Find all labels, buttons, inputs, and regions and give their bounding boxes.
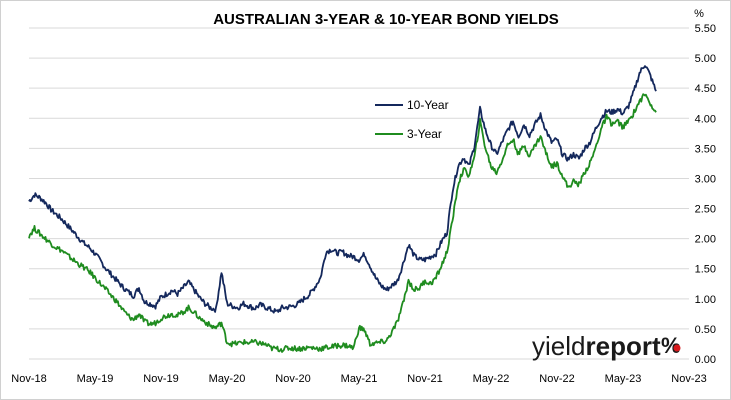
x-axis-ticks: Nov-18 May-19 Nov-19 May-20 Nov-20 May-21 Nov-… <box>11 373 706 385</box>
y-tick-label: 3.00 <box>695 173 716 185</box>
logo-text-light: yield <box>532 331 585 361</box>
legend: 10-Year 3-Year <box>375 98 449 141</box>
series-line-10-year <box>28 65 657 314</box>
x-tick-label: Nov-22 <box>539 373 574 385</box>
x-tick-label: Nov-21 <box>407 373 442 385</box>
y-tick-label: 1.50 <box>695 264 716 276</box>
y-tick-label: 1.00 <box>695 294 716 306</box>
logo-text: yieldreport <box>532 331 661 361</box>
x-tick-label: Nov-18 <box>11 373 46 385</box>
x-tick-label: May-20 <box>209 373 246 385</box>
y-tick-label: 2.00 <box>695 234 716 246</box>
yieldreport-logo: yieldreport % <box>532 331 681 361</box>
x-tick-label: May-22 <box>473 373 510 385</box>
y-axis-ticks: 0.00 0.50 1.00 1.50 2.00 2.50 3.00 3.50 4.00 4.50… <box>695 23 716 366</box>
y-tick-label: 4.00 <box>695 113 716 125</box>
y-tick-label: 0.50 <box>695 324 716 336</box>
gridlines <box>29 27 689 360</box>
y-tick-label: 2.50 <box>695 204 716 216</box>
x-tick-label: Nov-23 <box>671 373 706 385</box>
x-tick-label: Nov-19 <box>143 373 178 385</box>
logo-text-bold: report <box>585 331 660 361</box>
legend-label-3-year: 3-Year <box>407 127 442 141</box>
y-tick-label: 3.50 <box>695 143 716 155</box>
y-tick-label: 5.00 <box>695 53 716 65</box>
y-tick-label: 0.00 <box>695 354 716 366</box>
x-tick-label: May-19 <box>77 373 114 385</box>
y-axis-unit-label: % <box>694 8 704 20</box>
x-tick-label: May-21 <box>341 373 378 385</box>
y-tick-label: 4.50 <box>695 83 716 95</box>
series-line-3-year <box>28 93 657 353</box>
logo-red-dot-icon <box>673 344 681 352</box>
x-tick-label: Nov-20 <box>275 373 310 385</box>
x-tick-label: May-23 <box>605 373 642 385</box>
legend-label-10-year: 10-Year <box>407 98 449 112</box>
y-tick-label: 5.50 <box>695 23 716 35</box>
chart-title: AUSTRALIAN 3-YEAR & 10-YEAR BOND YIELDS <box>213 11 559 28</box>
series-layer <box>28 65 657 353</box>
logo-percent-icon: % <box>661 333 681 358</box>
